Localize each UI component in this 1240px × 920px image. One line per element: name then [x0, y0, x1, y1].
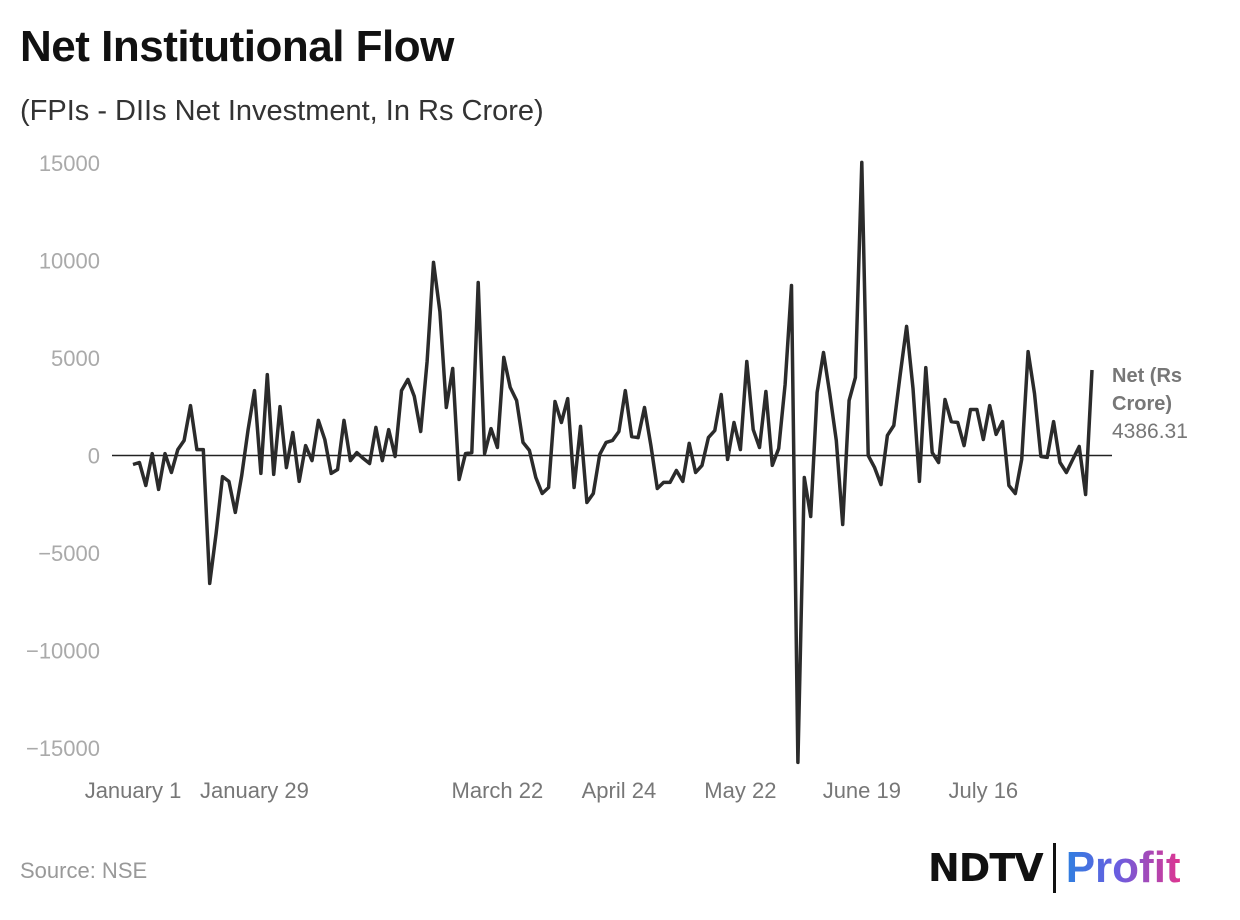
y-tick-label: 5000 — [51, 346, 100, 371]
y-tick-label: −10000 — [26, 639, 100, 664]
y-axis: 15000 10000 5000 0 −5000 −10000 −15000 — [26, 151, 100, 761]
ndtv-profit-logo: NDTV Profit — [928, 842, 1181, 894]
chart-title: Net Institutional Flow — [20, 22, 454, 71]
y-tick-label: 15000 — [39, 151, 100, 176]
x-tick-label: May 22 — [704, 778, 776, 803]
source-note: Source: NSE — [20, 858, 148, 883]
series-last-value: 4386.31 — [1112, 420, 1188, 443]
y-tick-label: −5000 — [38, 541, 100, 566]
chart-subtitle: (FPIs - DIIs Net Investment, In Rs Crore… — [20, 95, 544, 127]
series-label-line1: Net (Rs — [1112, 365, 1182, 387]
y-tick-label: −15000 — [26, 736, 100, 761]
x-tick-label: July 16 — [948, 778, 1018, 803]
x-tick-label: June 19 — [823, 778, 901, 803]
series-label-line2: Crore) — [1112, 393, 1172, 415]
y-tick-label: 10000 — [39, 249, 100, 274]
x-tick-label: January 1 — [85, 778, 182, 803]
series-line-net — [132, 160, 1094, 765]
y-tick-label: 0 — [88, 444, 100, 469]
x-axis: January 1 January 29 March 22 April 24 May 2… — [85, 778, 1018, 803]
x-tick-label: April 24 — [582, 778, 657, 803]
x-tick-label: March 22 — [452, 778, 544, 803]
logo-ndtv: NDTV — [928, 846, 1044, 890]
data-points — [132, 162, 1093, 763]
logo-divider — [1052, 843, 1056, 893]
line-chart: 15000 10000 5000 0 −5000 −10000 −15000 January… — [26, 151, 1188, 803]
logo-profit: Profit — [1065, 843, 1181, 892]
x-tick-label: January 29 — [200, 778, 309, 803]
